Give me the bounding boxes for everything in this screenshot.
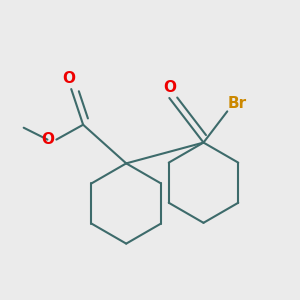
Text: Br: Br: [228, 96, 247, 111]
Text: O: O: [41, 132, 54, 147]
Text: O: O: [62, 71, 75, 86]
Text: O: O: [163, 80, 176, 95]
